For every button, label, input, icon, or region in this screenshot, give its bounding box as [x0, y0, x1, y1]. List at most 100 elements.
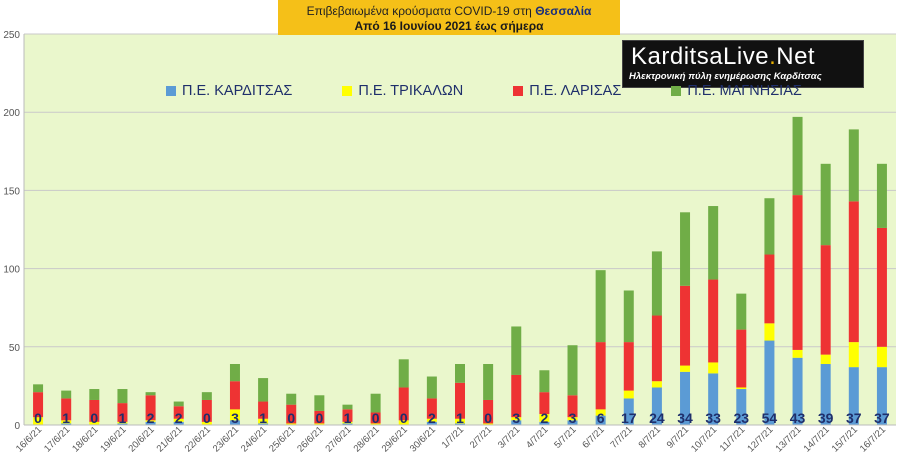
data-label: 1: [62, 410, 70, 426]
data-label: 3: [569, 410, 577, 426]
bar-segment-larisa: [342, 409, 353, 422]
bar-segment-karditsa: [876, 367, 887, 425]
x-tick-label: 28/6/21: [352, 424, 382, 454]
bar-segment-trikala: [539, 414, 550, 422]
data-label: 0: [400, 410, 408, 426]
bar-segment-magnisia: [370, 393, 381, 413]
legend-item: Π.Ε. ΚΑΡΔΙΤΣΑΣ: [166, 83, 292, 99]
bar-segment-trikala: [61, 420, 72, 424]
logo-name: KarditsaLive.Net: [631, 43, 816, 70]
data-label: 0: [90, 410, 98, 426]
bar-segment-trikala: [567, 417, 578, 421]
bar-segment-larisa: [651, 315, 662, 382]
bar-segment-magnisia: [314, 395, 325, 411]
data-label: 2: [175, 410, 183, 426]
data-label: 6: [597, 410, 605, 426]
legend-swatch: [166, 86, 176, 96]
x-tick-label: 16/7/21: [858, 424, 888, 454]
bar-segment-magnisia: [567, 345, 578, 396]
bar-segment-larisa: [539, 392, 550, 415]
data-label: 33: [705, 410, 721, 426]
bar-segment-trikala: [370, 423, 381, 425]
bar-segment-trikala: [595, 409, 606, 416]
bar-segment-trikala: [792, 349, 803, 358]
y-tick-label: 150: [3, 186, 20, 197]
bar-segment-larisa: [680, 285, 691, 366]
bar-segment-larisa: [764, 254, 775, 324]
data-label: 34: [677, 410, 693, 426]
bar-segment-magnisia: [426, 376, 437, 399]
x-tick-label: 14/7/21: [802, 424, 832, 454]
bar-segment-magnisia: [173, 401, 184, 407]
bar-segment-karditsa: [792, 357, 803, 425]
bar-segment-larisa: [173, 406, 184, 419]
data-label: 23: [734, 410, 750, 426]
chart-title-line1: Επιβεβαιωμένα κρούσματα COVID-19 στη Θεσ…: [278, 4, 620, 19]
bar-segment-magnisia: [820, 163, 831, 246]
bar-segment-karditsa: [173, 421, 184, 425]
x-tick-label: 9/7/21: [665, 424, 691, 450]
bar-segment-karditsa: [595, 415, 606, 425]
bar-segment-karditsa: [61, 423, 72, 425]
bar-segment-magnisia: [342, 404, 353, 410]
logo-tagline: Ηλεκτρονική πύλη ενημέρωσης Καρδίτσας: [629, 71, 822, 82]
bar-segment-trikala: [286, 423, 297, 425]
bar-segment-karditsa: [229, 420, 240, 425]
bar-segment-karditsa: [342, 423, 353, 425]
bar-segment-trikala: [145, 420, 156, 422]
bar-segment-magnisia: [286, 393, 297, 405]
x-tick-label: 29/6/21: [380, 424, 410, 454]
bar-segment-larisa: [736, 329, 747, 388]
bar-segment-magnisia: [201, 392, 212, 400]
data-label: 0: [203, 410, 211, 426]
data-label: 0: [484, 410, 492, 426]
x-tick-label: 10/7/21: [689, 424, 719, 454]
bar-segment-larisa: [483, 399, 494, 424]
bar-segment-larisa: [511, 374, 522, 418]
bar-segment-karditsa: [651, 387, 662, 425]
bar-segment-magnisia: [708, 206, 719, 280]
legend-swatch: [513, 86, 524, 96]
y-tick-label: 200: [3, 108, 20, 119]
data-label: 1: [119, 410, 127, 426]
bar-segment-larisa: [848, 201, 859, 343]
data-label: 1: [456, 410, 464, 426]
bar-segment-larisa: [708, 279, 719, 363]
bar-segment-trikala: [173, 418, 184, 422]
legend-label: Π.Ε. ΛΑΡΙΣΑΣ: [529, 83, 622, 99]
legend-label: Π.Ε. ΚΑΡΔΙΤΣΑΣ: [182, 83, 293, 99]
bar-segment-karditsa: [736, 389, 747, 425]
bar-segment-karditsa: [708, 373, 719, 425]
data-label: 2: [147, 410, 155, 426]
bar-segment-larisa: [61, 398, 72, 421]
bar-segment-larisa: [876, 227, 887, 347]
legend-item: Π.Ε. ΤΡΙΚΑΛΩΝ: [342, 83, 463, 99]
data-label: 1: [344, 410, 352, 426]
x-tick-label: 25/6/21: [267, 424, 297, 454]
bar-segment-magnisia: [848, 129, 859, 202]
bar-segment-magnisia: [539, 370, 550, 393]
data-label: 24: [649, 410, 665, 426]
x-tick-label: 26/6/21: [295, 424, 325, 454]
bar-segment-larisa: [455, 382, 465, 419]
x-tick-label: 12/7/21: [745, 424, 775, 454]
bar-segment-karditsa: [848, 367, 859, 425]
bar-segment-magnisia: [736, 293, 747, 330]
bar-segment-karditsa: [511, 420, 522, 425]
x-tick-label: 3/7/21: [496, 424, 522, 450]
bar-segment-trikala: [426, 418, 437, 422]
bar-segment-larisa: [117, 403, 128, 422]
bar-segment-magnisia: [623, 290, 634, 343]
x-tick-label: 22/6/21: [183, 424, 213, 454]
data-label: 37: [874, 410, 890, 426]
data-label: 0: [315, 410, 323, 426]
x-tick-label: 21/6/21: [155, 424, 185, 454]
bar-segment-magnisia: [511, 326, 522, 375]
data-label: 1: [259, 410, 267, 426]
bar-segment-magnisia: [61, 390, 72, 399]
bar-segment-magnisia: [258, 378, 269, 402]
bar-segment-trikala: [680, 365, 691, 372]
y-tick-label: 100: [3, 265, 20, 276]
bar-segment-karditsa: [145, 421, 156, 425]
bar-segment-karditsa: [820, 364, 831, 425]
